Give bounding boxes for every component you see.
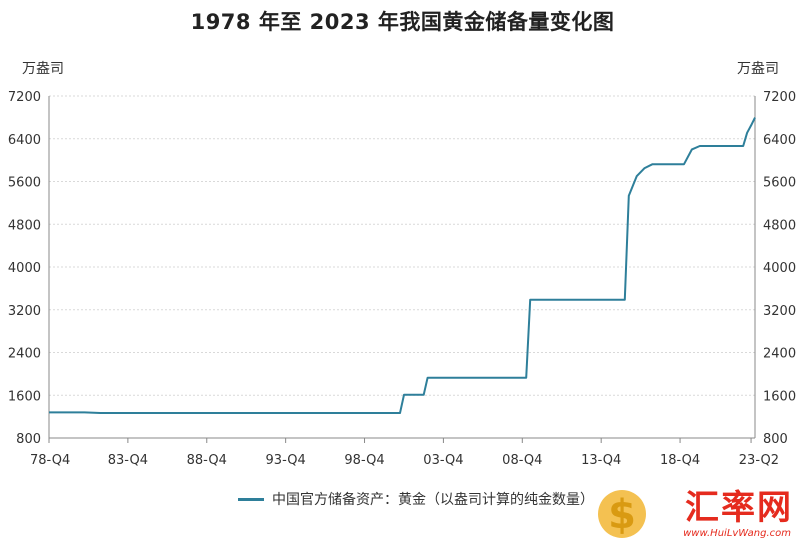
y-tick-label-left: 4000: [8, 261, 41, 276]
y-tick-label-left: 2400: [8, 347, 41, 362]
x-tick-label: 88-Q4: [187, 453, 227, 468]
y-tick-label-right: 6400: [763, 133, 796, 148]
y-tick-label-right: 5600: [763, 176, 796, 191]
y-tick-label-left: 5600: [8, 176, 41, 191]
legend-label: 中国官方储备资产：黄金（以盎司计算的纯金数量）: [272, 492, 594, 508]
y-tick-label-right: 7200: [763, 90, 796, 105]
x-tick-label: 03-Q4: [423, 453, 463, 468]
x-tick-label: 23-Q2: [739, 453, 779, 468]
svg-text:$: $: [608, 492, 636, 538]
y-tick-label-right: 800: [763, 432, 788, 447]
left-axis-unit: 万盎司: [22, 61, 64, 77]
y-tick-label-left: 1600: [8, 389, 41, 404]
y-tick-label-right: 1600: [763, 389, 796, 404]
chart-title: 1978 年至 2023 年我国黄金储备量变化图: [190, 10, 615, 34]
legend: 中国官方储备资产：黄金（以盎司计算的纯金数量）: [238, 489, 594, 509]
x-tick-label: 08-Q4: [502, 453, 542, 468]
y-tick-label-right: 4800: [763, 218, 796, 233]
watermark-text: 汇率网: [685, 488, 793, 528]
x-tick-label: 93-Q4: [266, 453, 306, 468]
watermark-url: www.HuiLvWang.com: [683, 528, 791, 539]
watermark: $ 汇率网 www.HuiLvWang.com: [593, 480, 793, 548]
y-tick-label-left: 3200: [8, 304, 41, 319]
x-tick-label: 83-Q4: [108, 453, 148, 468]
x-tick-label: 98-Q4: [344, 453, 384, 468]
series-line: [49, 117, 756, 414]
y-tick-label-left: 800: [16, 432, 41, 447]
dollar-coin-logo-icon: $: [598, 490, 646, 538]
y-tick-label-left: 7200: [8, 90, 41, 105]
y-tick-label-right: 2400: [763, 347, 796, 362]
y-tick-label-right: 4000: [763, 261, 796, 276]
y-tick-label-left: 4800: [8, 218, 41, 233]
y-tick-label-right: 3200: [763, 304, 796, 319]
y-tick-label-left: 6400: [8, 133, 41, 148]
right-axis-unit: 万盎司: [737, 61, 779, 77]
x-tick-label: 78-Q4: [30, 453, 70, 468]
x-tick-label: 18-Q4: [660, 453, 700, 468]
x-tick-label: 13-Q4: [581, 453, 621, 468]
legend-swatch: [238, 497, 264, 501]
